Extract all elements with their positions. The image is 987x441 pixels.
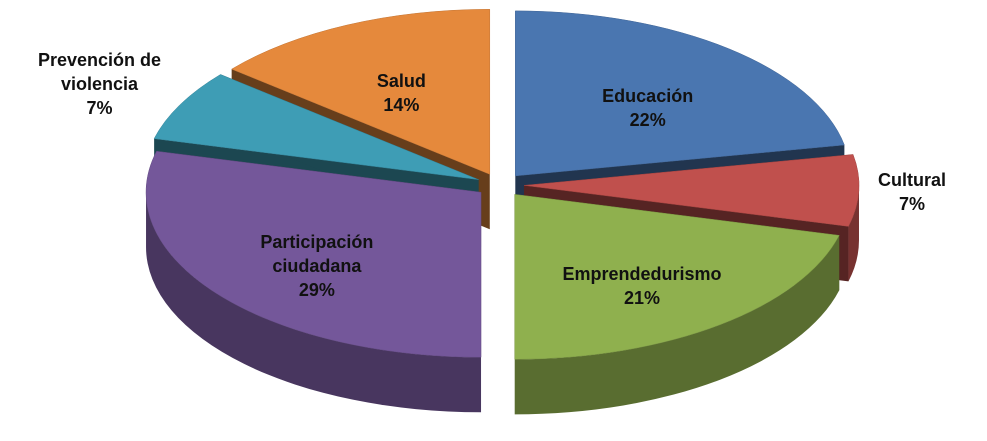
category-label: Participación ciudadana [260,231,374,276]
slice-label: Educación 22% [548,68,748,148]
slice [145,150,482,358]
slice [523,154,860,227]
slice [514,194,840,360]
label-box: Emprendedurismo 21% [542,246,742,326]
label-box: Educación 22% [548,68,748,148]
slice-group [514,194,840,415]
label-box: Prevención de violencia 7% [25,44,175,124]
slice-label: Prevención de violencia 7% [25,44,175,124]
slice [153,74,479,180]
value-label: 29% [298,279,335,300]
slice-label: Participación ciudadana 29% [217,226,417,306]
category-label: Salud [376,70,426,91]
label-box: Participación ciudadana 29% [217,226,417,306]
slice-side [514,235,840,415]
label-box: Salud 14% [301,53,501,133]
value-label: 7% [86,98,113,119]
slice-label: Salud 14% [301,53,501,133]
value-label: 7% [898,193,925,214]
slice-side [848,185,859,282]
category-label: Cultural [877,169,946,190]
slice-label: Cultural 7% [837,152,987,232]
label-box: Cultural 7% [837,152,987,232]
value-label: 14% [383,94,420,115]
category-label: Prevención de violencia [38,50,162,95]
slice-label: Emprendedurismo 21% [542,246,742,326]
category-label: Emprendedurismo [562,264,722,285]
slice-side [146,192,482,413]
slice [231,9,491,175]
value-label: 22% [629,110,666,131]
value-label: 21% [623,288,661,309]
slice-group [145,150,482,413]
category-label: Educación [602,86,694,107]
slice [515,10,845,177]
